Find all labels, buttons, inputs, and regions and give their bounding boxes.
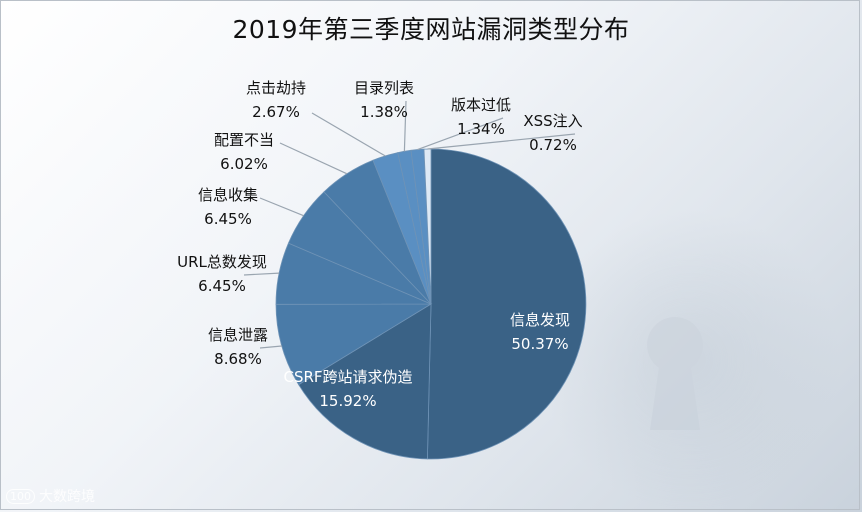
leader-lines (243, 100, 576, 349)
slice-category-label: CSRF跨站请求伪造 (283, 368, 412, 386)
slice-value-label: 6.02% (220, 155, 268, 173)
leader-line (311, 112, 386, 157)
slice-category-label: 点击劫持 (246, 79, 306, 97)
pie-slice (426, 148, 587, 460)
slice-category-label: XSS注入 (523, 112, 582, 130)
watermark: 100 大数跨境 (6, 486, 95, 506)
slice-category-label: URL总数发现 (177, 253, 267, 271)
slice-value-label: 8.68% (214, 350, 262, 368)
leader-line (427, 133, 576, 150)
slice-category-label: 目录列表 (354, 79, 414, 97)
leader-line (417, 117, 504, 151)
slice-value-label: 1.34% (457, 120, 505, 138)
slice-category-label: 信息收集 (198, 186, 258, 204)
watermark-logo: 100 (6, 488, 35, 504)
pie-slices (275, 148, 587, 460)
slice-value-label: 15.92% (319, 392, 376, 410)
slice-value-label: 6.45% (204, 210, 252, 228)
leader-line (403, 100, 407, 152)
slice-value-label: 2.67% (252, 103, 300, 121)
slice-value-label: 50.37% (511, 335, 568, 353)
pie-slice (298, 303, 432, 460)
leader-line (259, 345, 282, 349)
chart-title: 2019年第三季度网站漏洞类型分布 (232, 15, 630, 44)
slice-value-label: 6.45% (198, 277, 246, 295)
slice-category-label: 配置不当 (214, 131, 274, 149)
background-keyhole-decoration (540, 210, 840, 510)
slice-labels: 信息发现 50.37% CSRF跨站请求伪造 15.92% 信息泄露 8.68% URL总数… (177, 79, 583, 410)
slice-category-label: 信息泄露 (208, 326, 268, 344)
slice-value-label: 0.72% (529, 136, 577, 154)
leader-line (243, 272, 280, 276)
pie-slice (275, 303, 433, 386)
slice-category-label: 版本过低 (451, 96, 511, 114)
leader-line (279, 142, 348, 175)
watermark-text: 大数跨境 (39, 489, 95, 505)
leader-line (259, 197, 304, 217)
slice-value-label: 1.38% (360, 103, 408, 121)
slice-category-label: 信息发现 (510, 311, 570, 329)
